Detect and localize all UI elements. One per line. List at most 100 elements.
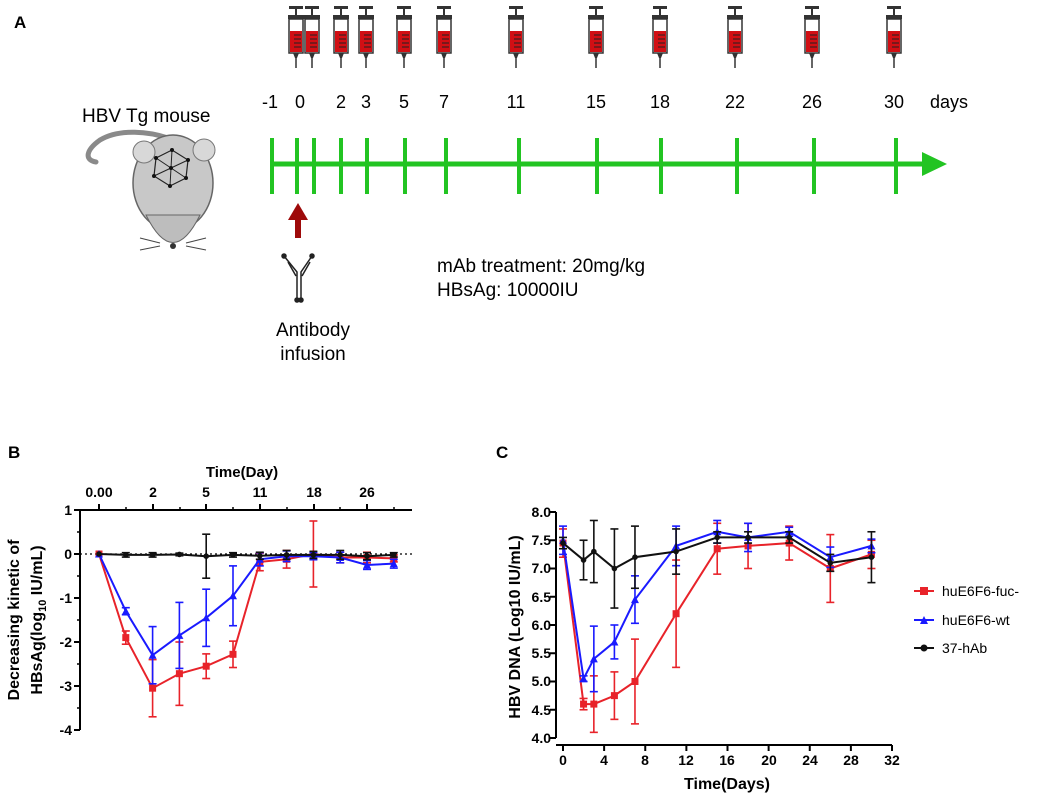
data-point xyxy=(390,554,398,562)
legend-item: huE6F6-wt xyxy=(914,612,1010,628)
legend-item: huE6F6-fuc- xyxy=(914,583,1019,599)
data-point xyxy=(230,552,236,558)
data-point xyxy=(203,553,209,559)
data-point xyxy=(868,554,875,560)
panel-c-label: C xyxy=(496,443,508,462)
days-unit: days xyxy=(930,92,968,112)
x-tick-label: 8 xyxy=(641,752,649,768)
data-point xyxy=(631,678,639,685)
day-label: 2 xyxy=(336,92,346,112)
day-label: 18 xyxy=(650,92,670,112)
data-point xyxy=(672,610,680,618)
timeline xyxy=(270,138,947,194)
data-point xyxy=(560,540,566,546)
day-label: 7 xyxy=(439,92,449,112)
chart-b-xticks: 0.00 2 5 11 18 26 xyxy=(85,484,375,500)
syringe-icon xyxy=(726,5,744,69)
antibody-label-line1: Antibody xyxy=(276,320,350,341)
data-point xyxy=(591,548,597,555)
chart-c-xticks: 0 4 8 12 16 20 24 28 32 xyxy=(559,752,900,768)
chart-c-xlabel: Time(Days) xyxy=(684,776,770,793)
syringe-icon xyxy=(587,5,605,69)
y-tick-label: -2 xyxy=(60,634,73,650)
panel-a-label: A xyxy=(14,13,26,32)
syringe-icon xyxy=(357,5,375,69)
antibody-label-line2: infusion xyxy=(280,344,346,365)
data-point xyxy=(590,700,598,708)
syringe-icon xyxy=(287,5,305,69)
chart-b-plot xyxy=(74,504,412,731)
data-point xyxy=(714,534,721,541)
data-point xyxy=(579,674,588,683)
y-tick-label: 7.0 xyxy=(532,560,552,576)
syringe-row xyxy=(287,5,903,69)
ylabel-tail: IU/mL) xyxy=(29,545,46,599)
x-tick-label: 0.00 xyxy=(85,484,112,500)
data-point xyxy=(389,559,398,568)
data-point xyxy=(202,613,211,622)
x-tick-label: 16 xyxy=(719,752,735,768)
data-point xyxy=(122,634,130,642)
data-point xyxy=(827,560,834,566)
day-label: 11 xyxy=(507,92,526,112)
data-point xyxy=(148,651,157,659)
data-point xyxy=(175,670,183,678)
data-point xyxy=(630,595,639,604)
data-point xyxy=(632,554,638,560)
day-label: 30 xyxy=(884,92,904,112)
data-point xyxy=(364,553,370,559)
data-point xyxy=(673,548,679,555)
y-tick-label: 1 xyxy=(64,502,72,518)
legend-label: 37-hAb xyxy=(942,640,987,656)
data-point xyxy=(176,551,183,558)
data-point xyxy=(123,552,129,558)
data-point xyxy=(229,591,237,600)
y-tick-label: -1 xyxy=(60,590,73,606)
antibody-icon xyxy=(281,253,315,303)
mouse-icon xyxy=(85,129,216,251)
data-point xyxy=(713,545,721,553)
panel-b-label: B xyxy=(8,443,20,462)
data-point xyxy=(149,684,157,692)
syringe-icon xyxy=(395,5,413,69)
data-point xyxy=(610,637,619,646)
x-tick-label: 26 xyxy=(359,484,375,500)
x-tick-label: 12 xyxy=(678,752,694,768)
panel-b: B Time(Day) 0.00 2 5 11 18 26 1 0 -1 -2 … xyxy=(6,443,412,738)
data-point xyxy=(580,700,588,708)
y-tick-label: 5.5 xyxy=(532,645,552,661)
y-tick-label: 4.5 xyxy=(532,702,552,718)
data-point xyxy=(202,662,210,670)
y-tick-label: -4 xyxy=(60,722,73,738)
y-tick-label: -3 xyxy=(60,678,73,694)
day-label: 0 xyxy=(295,92,305,112)
data-point xyxy=(363,561,371,569)
data-point xyxy=(589,654,598,663)
syringe-icon xyxy=(803,5,821,69)
data-point xyxy=(610,692,618,700)
syringe-icon xyxy=(885,5,903,69)
legend-square-marker xyxy=(920,587,928,595)
x-tick-label: 4 xyxy=(600,752,608,768)
day-label: 5 xyxy=(399,92,409,112)
syringe-icon xyxy=(651,5,669,69)
x-tick-label: 32 xyxy=(884,752,900,768)
data-point xyxy=(229,650,237,658)
x-tick-label: 18 xyxy=(306,484,322,500)
x-tick-label: 2 xyxy=(149,484,157,500)
y-tick-label: 8.0 xyxy=(532,504,552,520)
chart-c-plot xyxy=(550,511,893,751)
treatment-text: mAb treatment: 20mg/kg xyxy=(437,256,645,277)
data-point xyxy=(745,534,751,541)
antibody-arrow xyxy=(281,203,315,303)
chart-b-ylabel-line2: HBsAg(log10 IU/mL) xyxy=(29,545,49,694)
data-point xyxy=(611,565,618,572)
day-label: 3 xyxy=(361,92,371,112)
y-tick-label: 6.0 xyxy=(532,617,552,633)
data-point xyxy=(310,552,317,558)
legend: huE6F6-fuc- huE6F6-wt 37-hAb xyxy=(914,583,1019,656)
day-label: 15 xyxy=(586,92,606,112)
chart-b-title: Time(Day) xyxy=(206,464,278,481)
timeline-arrow-icon xyxy=(922,152,947,176)
